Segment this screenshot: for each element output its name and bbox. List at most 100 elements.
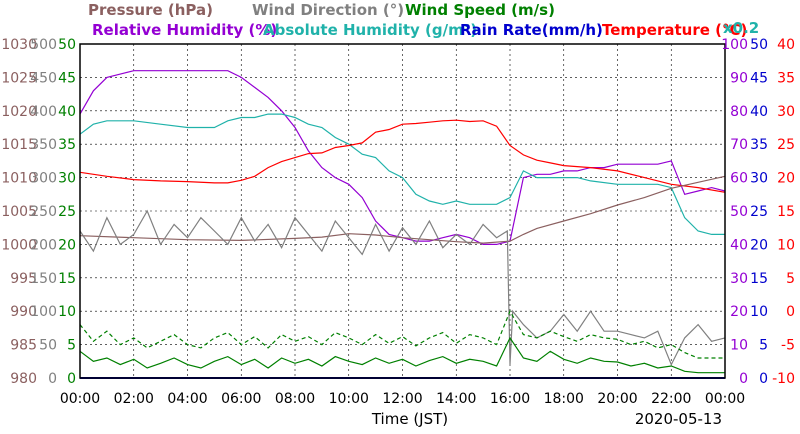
y-tick-pressure: 985 bbox=[10, 338, 37, 354]
series-wind-direction bbox=[79, 209, 726, 367]
y-tick-wind-speed: 0 bbox=[67, 371, 76, 387]
y-tick-temperature: 25 bbox=[777, 137, 795, 153]
legend-relative-humidity: Relative Humidity (%) bbox=[92, 21, 277, 39]
legend-wind-direction: Wind Direction (°) bbox=[252, 1, 404, 19]
y-tick-pressure: 995 bbox=[10, 271, 37, 287]
y-tick-wind-direction: 400 bbox=[30, 104, 57, 120]
x-tick-label: 00:00 bbox=[60, 391, 100, 407]
scale-note: x0.2 bbox=[723, 19, 759, 37]
x-tick-label: 16:00 bbox=[490, 391, 530, 407]
y-tick-temperature: -10 bbox=[772, 371, 795, 387]
y-tick-wind-direction: 100 bbox=[30, 304, 57, 320]
y-tick-humidity: 40 bbox=[730, 237, 748, 253]
legend-absolute-humidity-g-m: Absolute Humidity (g/m³) bbox=[263, 21, 477, 39]
y-tick-rain-rate: 40 bbox=[750, 104, 768, 120]
y-tick-temperature: 0 bbox=[786, 304, 795, 320]
y-tick-temperature: 40 bbox=[777, 37, 795, 53]
y-tick-wind-speed: 30 bbox=[58, 171, 76, 187]
y-tick-rain-rate: 15 bbox=[750, 271, 768, 287]
y-tick-humidity: 10 bbox=[730, 338, 748, 354]
y-tick-pressure: 1010 bbox=[1, 171, 37, 187]
y-tick-wind-speed: 20 bbox=[58, 237, 76, 253]
left-axes: 1030102510201015101010051000995990985980… bbox=[1, 37, 76, 387]
y-tick-wind-direction: 200 bbox=[30, 237, 57, 253]
y-tick-wind-direction: 150 bbox=[30, 271, 57, 287]
x-tick-label: 00:00 bbox=[705, 391, 745, 407]
y-tick-rain-rate: 45 bbox=[750, 70, 768, 86]
y-tick-temperature: 15 bbox=[777, 204, 795, 220]
legend-pressure-hpa: Pressure (hPa) bbox=[88, 1, 213, 19]
y-tick-pressure: 980 bbox=[10, 371, 37, 387]
series-pressure-hpa bbox=[79, 175, 726, 244]
y-tick-temperature: 20 bbox=[777, 171, 795, 187]
x-tick-label: 02:00 bbox=[114, 391, 154, 407]
y-tick-humidity: 60 bbox=[730, 171, 748, 187]
y-tick-wind-speed: 25 bbox=[58, 204, 76, 220]
y-tick-wind-direction: 350 bbox=[30, 137, 57, 153]
x-tick-label: 20:00 bbox=[597, 391, 637, 407]
grid-lines bbox=[80, 44, 725, 378]
y-tick-pressure: 990 bbox=[10, 304, 37, 320]
x-tick-label: 04:00 bbox=[167, 391, 207, 407]
y-tick-temperature: 35 bbox=[777, 70, 795, 86]
y-tick-rain-rate: 30 bbox=[750, 171, 768, 187]
y-tick-rain-rate: 35 bbox=[750, 137, 768, 153]
y-tick-rain-rate: 5 bbox=[759, 338, 768, 354]
y-tick-wind-direction: 0 bbox=[48, 371, 57, 387]
y-tick-wind-direction: 300 bbox=[30, 171, 57, 187]
y-tick-wind-speed: 50 bbox=[58, 37, 76, 53]
y-tick-pressure: 1015 bbox=[1, 137, 37, 153]
y-tick-humidity: 30 bbox=[730, 271, 748, 287]
series-absolute-humidity-g-m bbox=[79, 113, 725, 235]
legend-rain-rate-mm-h: Rain Rate(mm/h) bbox=[460, 21, 603, 39]
y-tick-humidity: 80 bbox=[730, 104, 748, 120]
x-tick-label: 10:00 bbox=[329, 391, 369, 407]
y-tick-pressure: 1005 bbox=[1, 204, 37, 220]
series-temperature-c bbox=[79, 119, 726, 193]
y-tick-wind-direction: 250 bbox=[30, 204, 57, 220]
y-tick-wind-direction: 450 bbox=[30, 70, 57, 86]
y-tick-wind-speed: 15 bbox=[58, 271, 76, 287]
y-tick-temperature: 5 bbox=[786, 271, 795, 287]
y-tick-rain-rate: 10 bbox=[750, 304, 768, 320]
x-tick-label: 14:00 bbox=[436, 391, 476, 407]
x-axis-title: Time (JST) bbox=[371, 410, 448, 428]
y-tick-humidity: 100 bbox=[721, 37, 748, 53]
series-wind-speed-gust-m-s bbox=[79, 309, 725, 359]
y-tick-humidity: 20 bbox=[730, 304, 748, 320]
y-tick-humidity: 0 bbox=[739, 371, 748, 387]
y-tick-pressure: 1030 bbox=[1, 37, 37, 53]
x-tick-label: 18:00 bbox=[544, 391, 584, 407]
y-tick-rain-rate: 25 bbox=[750, 204, 768, 220]
y-tick-temperature: -5 bbox=[781, 338, 795, 354]
y-tick-wind-speed: 10 bbox=[58, 304, 76, 320]
y-tick-temperature: 10 bbox=[777, 237, 795, 253]
x-tick-label: 06:00 bbox=[221, 391, 261, 407]
y-tick-humidity: 90 bbox=[730, 70, 748, 86]
y-tick-humidity: 70 bbox=[730, 137, 748, 153]
plot-frame bbox=[79, 43, 726, 379]
y-tick-wind-direction: 500 bbox=[30, 37, 57, 53]
y-tick-rain-rate: 50 bbox=[750, 37, 768, 53]
right-axes: 1009080706050403020100504540353025201510… bbox=[721, 37, 795, 387]
series-wind-speed-m-s bbox=[79, 336, 725, 374]
y-tick-wind-speed: 45 bbox=[58, 70, 76, 86]
y-tick-pressure: 1020 bbox=[1, 104, 37, 120]
x-axis: 00:00 02:00 04:00 06:00 08:00 10:00 12:00 14:00… bbox=[60, 391, 745, 407]
legend-wind-speed-m-s: Wind Speed (m/s) bbox=[405, 1, 555, 19]
x-tick-label: 12:00 bbox=[382, 391, 422, 407]
date-label: 2020-05-13 bbox=[635, 410, 722, 428]
legend-temperature-c: Temperature (°C) bbox=[602, 21, 747, 39]
y-tick-pressure: 1025 bbox=[1, 70, 37, 86]
y-tick-wind-speed: 5 bbox=[67, 338, 76, 354]
x-tick-label: 08:00 bbox=[275, 391, 315, 407]
y-tick-rain-rate: 0 bbox=[759, 371, 768, 387]
y-tick-wind-speed: 35 bbox=[58, 137, 76, 153]
y-tick-temperature: 30 bbox=[777, 104, 795, 120]
y-tick-wind-speed: 40 bbox=[58, 104, 76, 120]
y-tick-humidity: 50 bbox=[730, 204, 748, 220]
x-tick-label: 22:00 bbox=[651, 391, 691, 407]
chart-header: Pressure (hPa) Wind Direction (°) Wind Spe… bbox=[88, 1, 759, 39]
